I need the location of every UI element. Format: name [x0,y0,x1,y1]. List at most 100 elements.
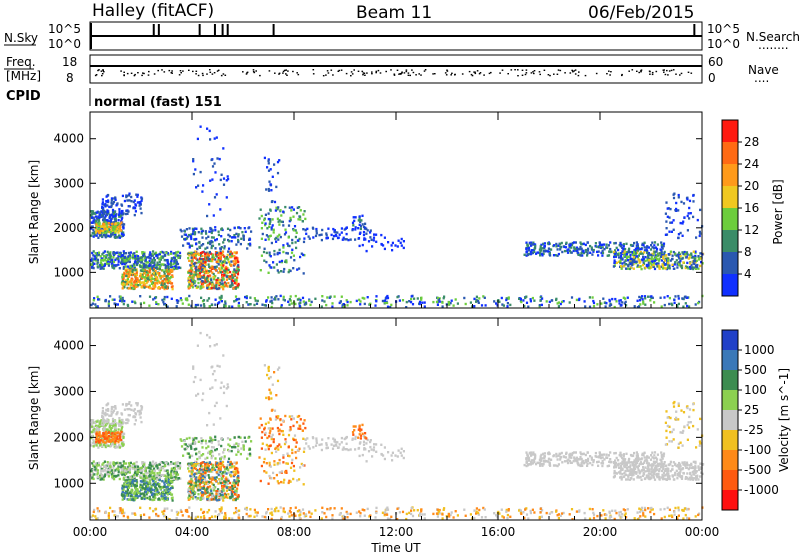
nave-point [672,69,675,71]
echo-point [268,235,271,238]
nave-point [651,73,654,76]
echo-point [125,472,128,475]
echo-point [693,259,697,263]
echo-point [121,491,124,494]
echo-point [149,479,152,482]
echo-point [143,467,146,470]
echo-point [127,275,131,278]
nave-point [521,74,524,76]
echo-point [278,248,281,252]
echo-point [220,300,223,303]
echo-point [278,159,281,162]
echo-point [390,303,393,307]
echo-point [114,225,117,228]
echo-point [122,261,125,265]
echo-point [118,434,121,437]
echo-point [613,254,616,257]
echo-point [204,478,207,481]
echo-point [96,305,99,308]
echo-point [177,250,180,254]
echo-point [95,231,98,234]
echo-point [170,297,173,300]
echo-point [95,305,98,309]
echo-point [101,202,104,206]
echo-point [265,234,268,237]
echo-point [108,438,111,441]
echo-point [209,242,212,246]
echo-point [100,257,103,260]
echo-point [261,303,264,306]
echo-point [285,261,288,264]
echo-point [224,304,227,308]
echo-point [338,301,341,305]
echo-point [366,229,369,232]
echo-point [206,276,209,279]
echo-point [163,474,167,477]
echo-point [233,234,236,237]
echo-point [136,285,139,288]
nave-point [103,71,105,73]
echo-point [175,305,178,308]
echo-point [140,466,143,469]
echo-point [243,227,246,230]
echo-point [211,253,215,257]
echo-point [166,485,169,488]
echo-point [135,482,138,485]
echo-point [648,259,651,262]
echo-point [291,238,294,242]
echo-point [105,219,108,222]
echo-point [162,251,165,254]
echo-point [155,301,158,304]
echo-point [666,266,669,270]
echo-point [232,236,235,239]
nave-point [192,70,194,73]
echo-point [102,231,105,234]
echo-point [620,257,623,260]
echo-point [639,250,642,254]
echo-point [225,265,228,269]
echo-point [400,237,403,241]
echo-point [312,236,315,239]
echo-point [591,253,594,256]
nave-point [259,74,261,77]
echo-point [194,227,197,230]
echo-point [113,217,116,220]
echo-point [634,247,637,250]
echo-point [535,252,538,255]
echo-point [202,303,206,306]
echo-point [108,228,111,232]
echo-point [114,222,117,225]
echo-point [141,486,144,490]
echo-point [99,211,102,214]
echo-point [358,223,361,227]
echo-point [105,470,108,473]
echo-point [301,296,305,300]
echo-point [117,222,120,225]
echo-point [626,267,629,270]
echo-point [220,296,223,299]
echo-point [191,279,194,283]
echo-point [276,171,280,175]
echo-point [158,463,161,466]
echo-point [119,435,122,438]
echo-point [287,244,290,247]
echo-point [581,242,584,246]
echo-point [500,296,503,300]
echo-point [296,206,299,209]
nave-point [638,71,640,74]
echo-point [110,407,113,411]
echo-point [135,492,138,495]
echo-point [632,267,635,270]
echo-point [177,256,180,259]
echo-point [625,267,628,270]
echo-point [621,258,624,261]
echo-point [132,415,135,418]
echo-point [672,219,675,222]
echo-point [418,300,422,304]
echo-point [206,284,209,287]
echo-point [138,413,141,416]
echo-point [93,232,96,235]
echo-point [641,298,644,301]
echo-point [166,470,169,474]
echo-point [92,438,95,442]
